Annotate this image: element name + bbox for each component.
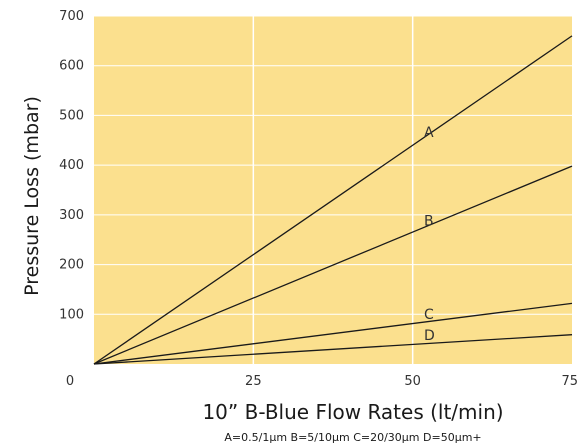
- y-tick-label: 200: [59, 258, 84, 273]
- y-tick-label: 700: [59, 9, 84, 24]
- y-tick-label: 300: [59, 208, 84, 223]
- y-tick-label: 600: [59, 59, 84, 74]
- x-tick-label: 0: [66, 374, 74, 389]
- x-axis-title: 10” B-Blue Flow Rates (lt/min): [202, 400, 503, 424]
- x-tick-label: 75: [561, 374, 578, 389]
- series-line-a: [93, 35, 573, 365]
- y-tick-label: 400: [59, 158, 84, 173]
- series-label-a: A: [424, 125, 434, 141]
- series-label-c: C: [424, 307, 434, 323]
- x-tick-label: 25: [245, 374, 262, 389]
- series-line-c: [93, 302, 573, 365]
- series-label-b: B: [424, 213, 434, 229]
- series-line-b: [93, 165, 573, 365]
- series-label-d: D: [424, 328, 435, 344]
- y-tick-label: 500: [59, 108, 84, 123]
- series-labels: A B CD: [424, 125, 435, 344]
- series-lines: [93, 35, 573, 365]
- tick-labels: 100 200 300 400 500 600 700 0 25 50 75: [59, 9, 578, 389]
- legend-footnote: A=0.5/1μm B=5/10μm C=20/30μm D=50μm+: [224, 431, 481, 444]
- y-tick-label: 100: [59, 307, 84, 322]
- y-axis-title: Pressure Loss (mbar): [21, 96, 43, 296]
- plot-area: [94, 16, 572, 364]
- x-tick-label: 50: [404, 374, 421, 389]
- series-line-d: [93, 334, 573, 365]
